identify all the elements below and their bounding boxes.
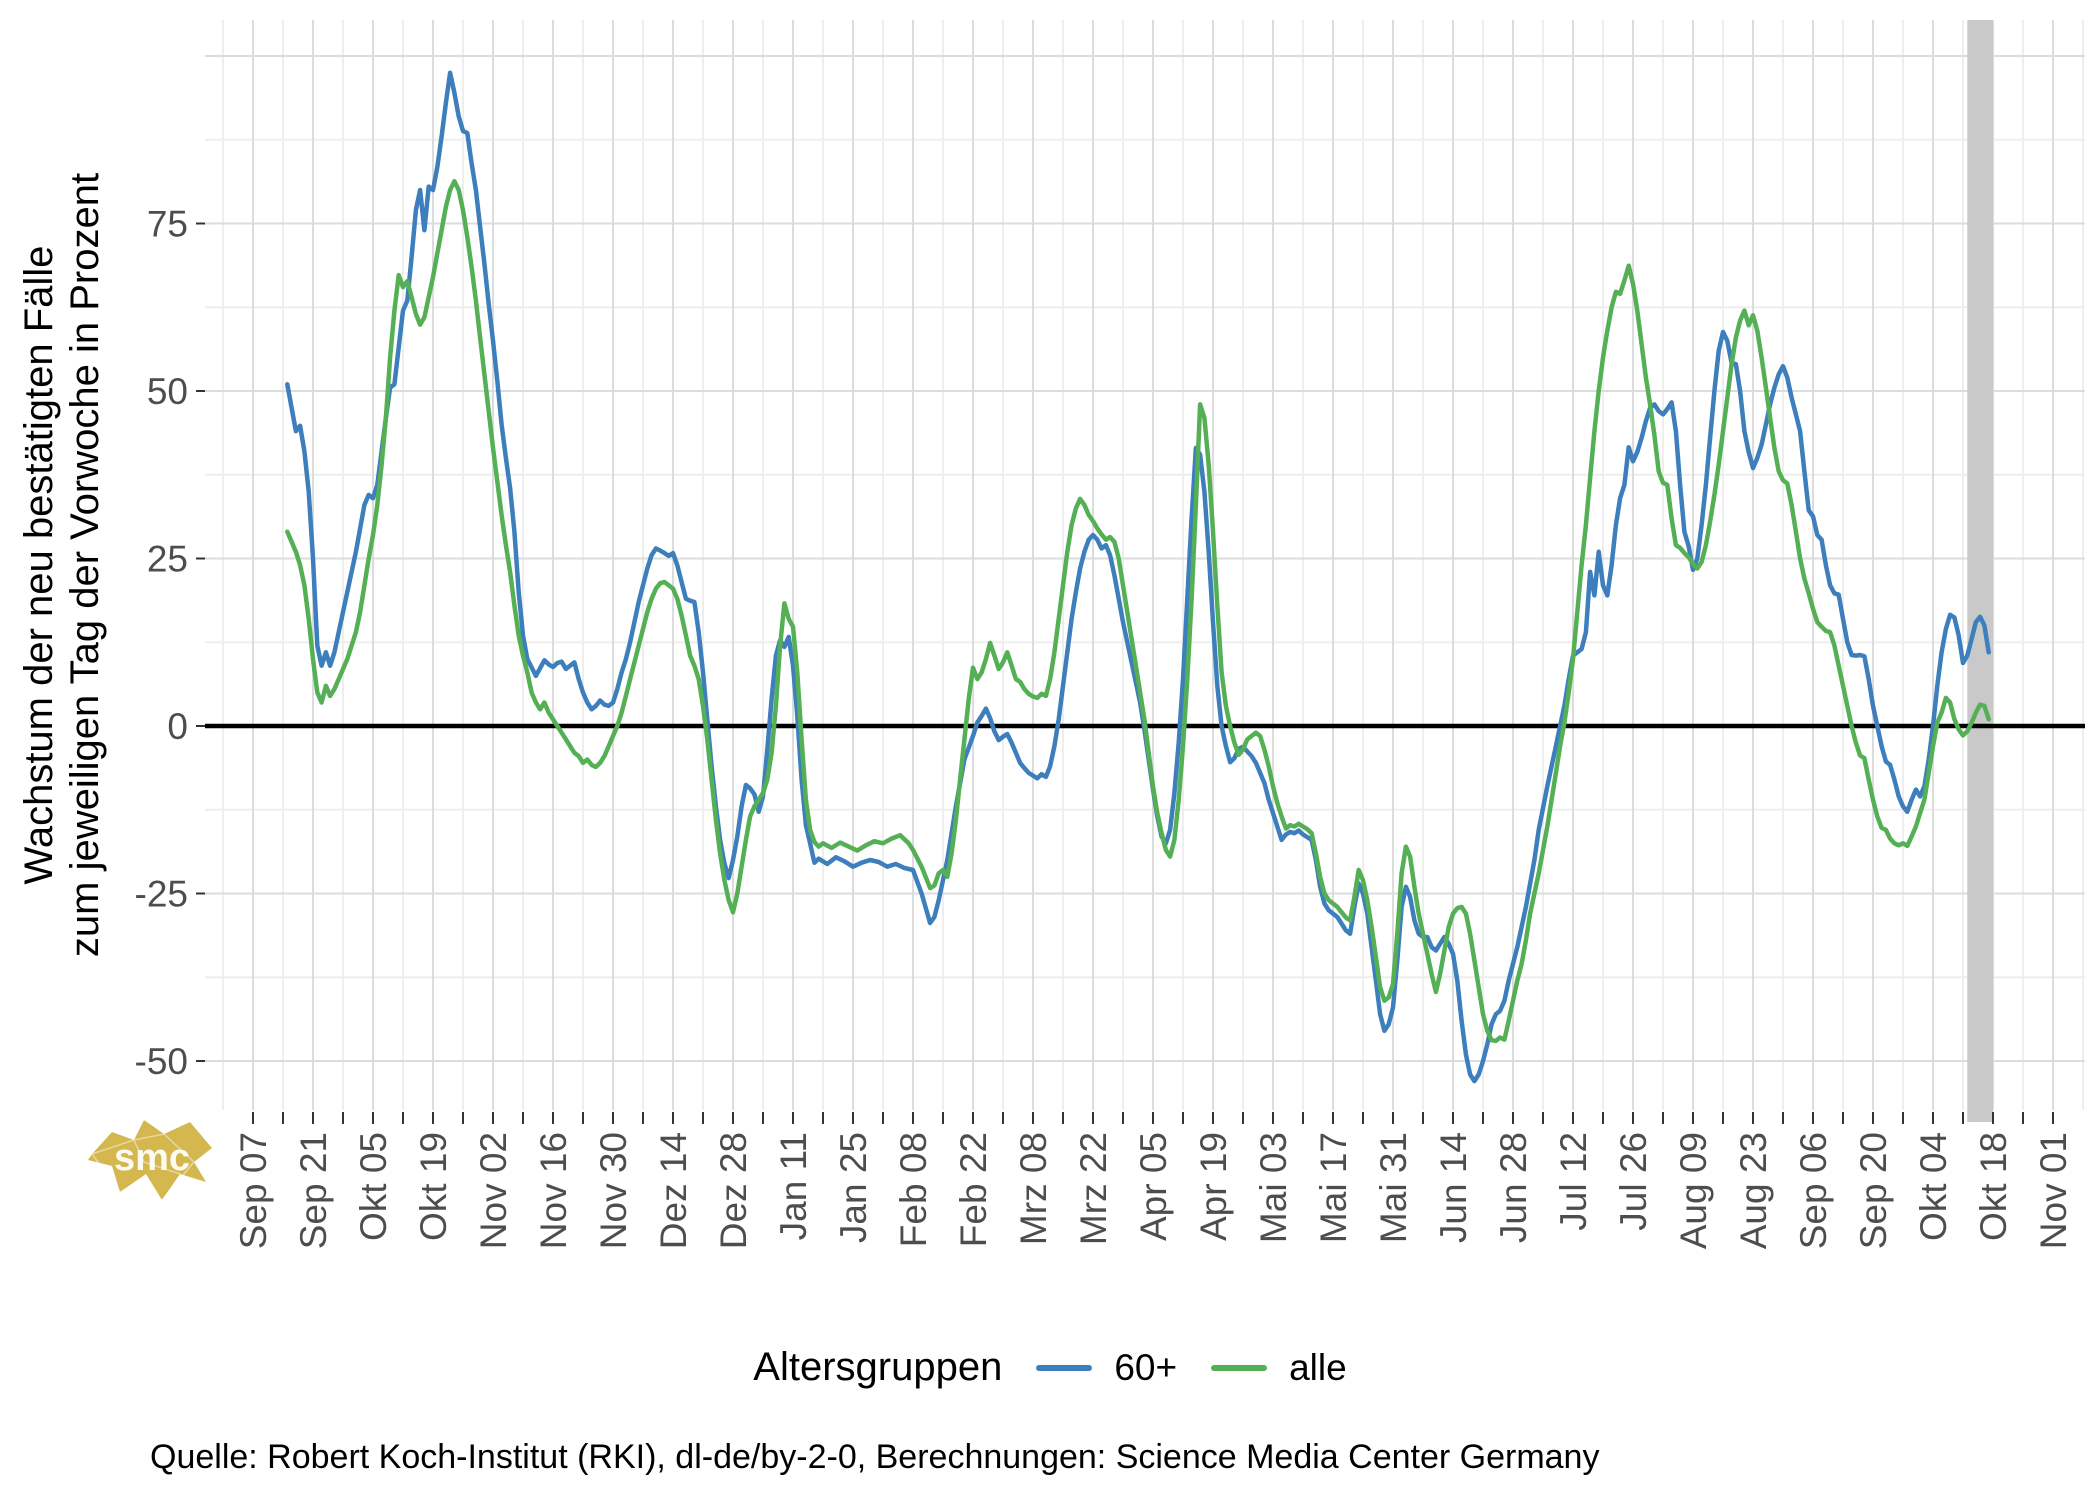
x-tick-label: Nov 16 xyxy=(533,1132,574,1249)
x-tick-label: Okt 19 xyxy=(413,1132,454,1241)
y-axis-title-line2: zum jeweiligen Tag der Vorwoche in Proze… xyxy=(63,172,107,958)
x-tick-label: Sep 06 xyxy=(1793,1132,1834,1249)
legend-title: Altersgruppen xyxy=(753,1345,1003,1389)
y-axis-title-line1: Wachstum der neu bestätigten Fälle xyxy=(17,245,61,885)
x-tick-label: Jan 11 xyxy=(773,1132,814,1240)
x-tick-label: Sep 21 xyxy=(293,1132,334,1249)
series-line-alle xyxy=(285,179,1991,1044)
x-tick-label: Mai 03 xyxy=(1253,1132,1294,1243)
legend-label-alle: alle xyxy=(1289,1346,1347,1388)
y-tick-label: -25 xyxy=(135,874,188,915)
x-tick-label: Aug 09 xyxy=(1673,1132,1714,1249)
legend-entry-alle: alle xyxy=(1211,1347,1347,1389)
legend: Altersgruppen 60+ alle xyxy=(0,1345,2100,1390)
y-tick-label: 50 xyxy=(147,371,188,412)
y-axis-title: Wachstum der neu bestätigten Fälle zum j… xyxy=(16,25,108,1105)
x-tick-label: Apr 19 xyxy=(1193,1132,1234,1241)
x-tick-label: Okt 18 xyxy=(1973,1132,2014,1241)
x-tick-label: Feb 08 xyxy=(893,1132,934,1247)
x-tick-label: Mrz 08 xyxy=(1013,1132,1054,1245)
legend-swatch-alle-icon xyxy=(1211,1364,1268,1371)
x-tick-label: Dez 14 xyxy=(653,1132,694,1249)
recent-data-highlight-band xyxy=(1967,20,1993,1122)
x-tick-label: Jul 26 xyxy=(1613,1132,1654,1231)
x-tick-label: Jun 28 xyxy=(1493,1132,1534,1243)
legend-swatch-60plus-icon xyxy=(1036,1364,1093,1371)
y-tick-label: 75 xyxy=(147,204,188,245)
x-tick-label: Okt 05 xyxy=(353,1132,394,1241)
x-tick-label: Sep 07 xyxy=(233,1132,274,1249)
x-tick-label: Apr 05 xyxy=(1133,1132,1174,1241)
x-tick-label: Sep 20 xyxy=(1853,1132,1894,1249)
x-tick-label: Jun 14 xyxy=(1433,1132,1474,1243)
x-tick-label: Feb 22 xyxy=(953,1132,994,1247)
source-note: Quelle: Robert Koch-Institut (RKI), dl-d… xyxy=(150,1438,1600,1476)
series-line-60plus xyxy=(285,70,1991,1084)
smc-logo-facets xyxy=(90,1119,196,1201)
x-tick-label: Dez 28 xyxy=(713,1132,754,1249)
legend-label-60plus: 60+ xyxy=(1114,1346,1178,1388)
x-tick-label: Jul 12 xyxy=(1553,1132,1594,1231)
smc-logo-text: smc xyxy=(114,1137,190,1179)
y-tick-label: 0 xyxy=(167,706,188,747)
x-tick-label: Nov 01 xyxy=(2033,1132,2074,1249)
x-tick-label: Aug 23 xyxy=(1733,1132,1774,1249)
x-tick-label: Mai 31 xyxy=(1373,1132,1414,1243)
y-tick-label: 25 xyxy=(147,539,188,580)
legend-entry-60plus: 60+ xyxy=(1036,1347,1177,1389)
x-tick-label: Mai 17 xyxy=(1313,1132,1354,1243)
x-tick-label: Mrz 22 xyxy=(1073,1132,1114,1245)
y-tick-label: -50 xyxy=(135,1041,188,1082)
x-tick-label: Jan 25 xyxy=(833,1132,874,1243)
x-tick-label: Okt 04 xyxy=(1913,1132,1954,1241)
x-tick-label: Nov 02 xyxy=(473,1132,514,1249)
smc-logo-shape xyxy=(88,1120,212,1200)
x-tick-label: Nov 30 xyxy=(593,1132,634,1249)
smc-logo: smc xyxy=(88,1119,212,1201)
